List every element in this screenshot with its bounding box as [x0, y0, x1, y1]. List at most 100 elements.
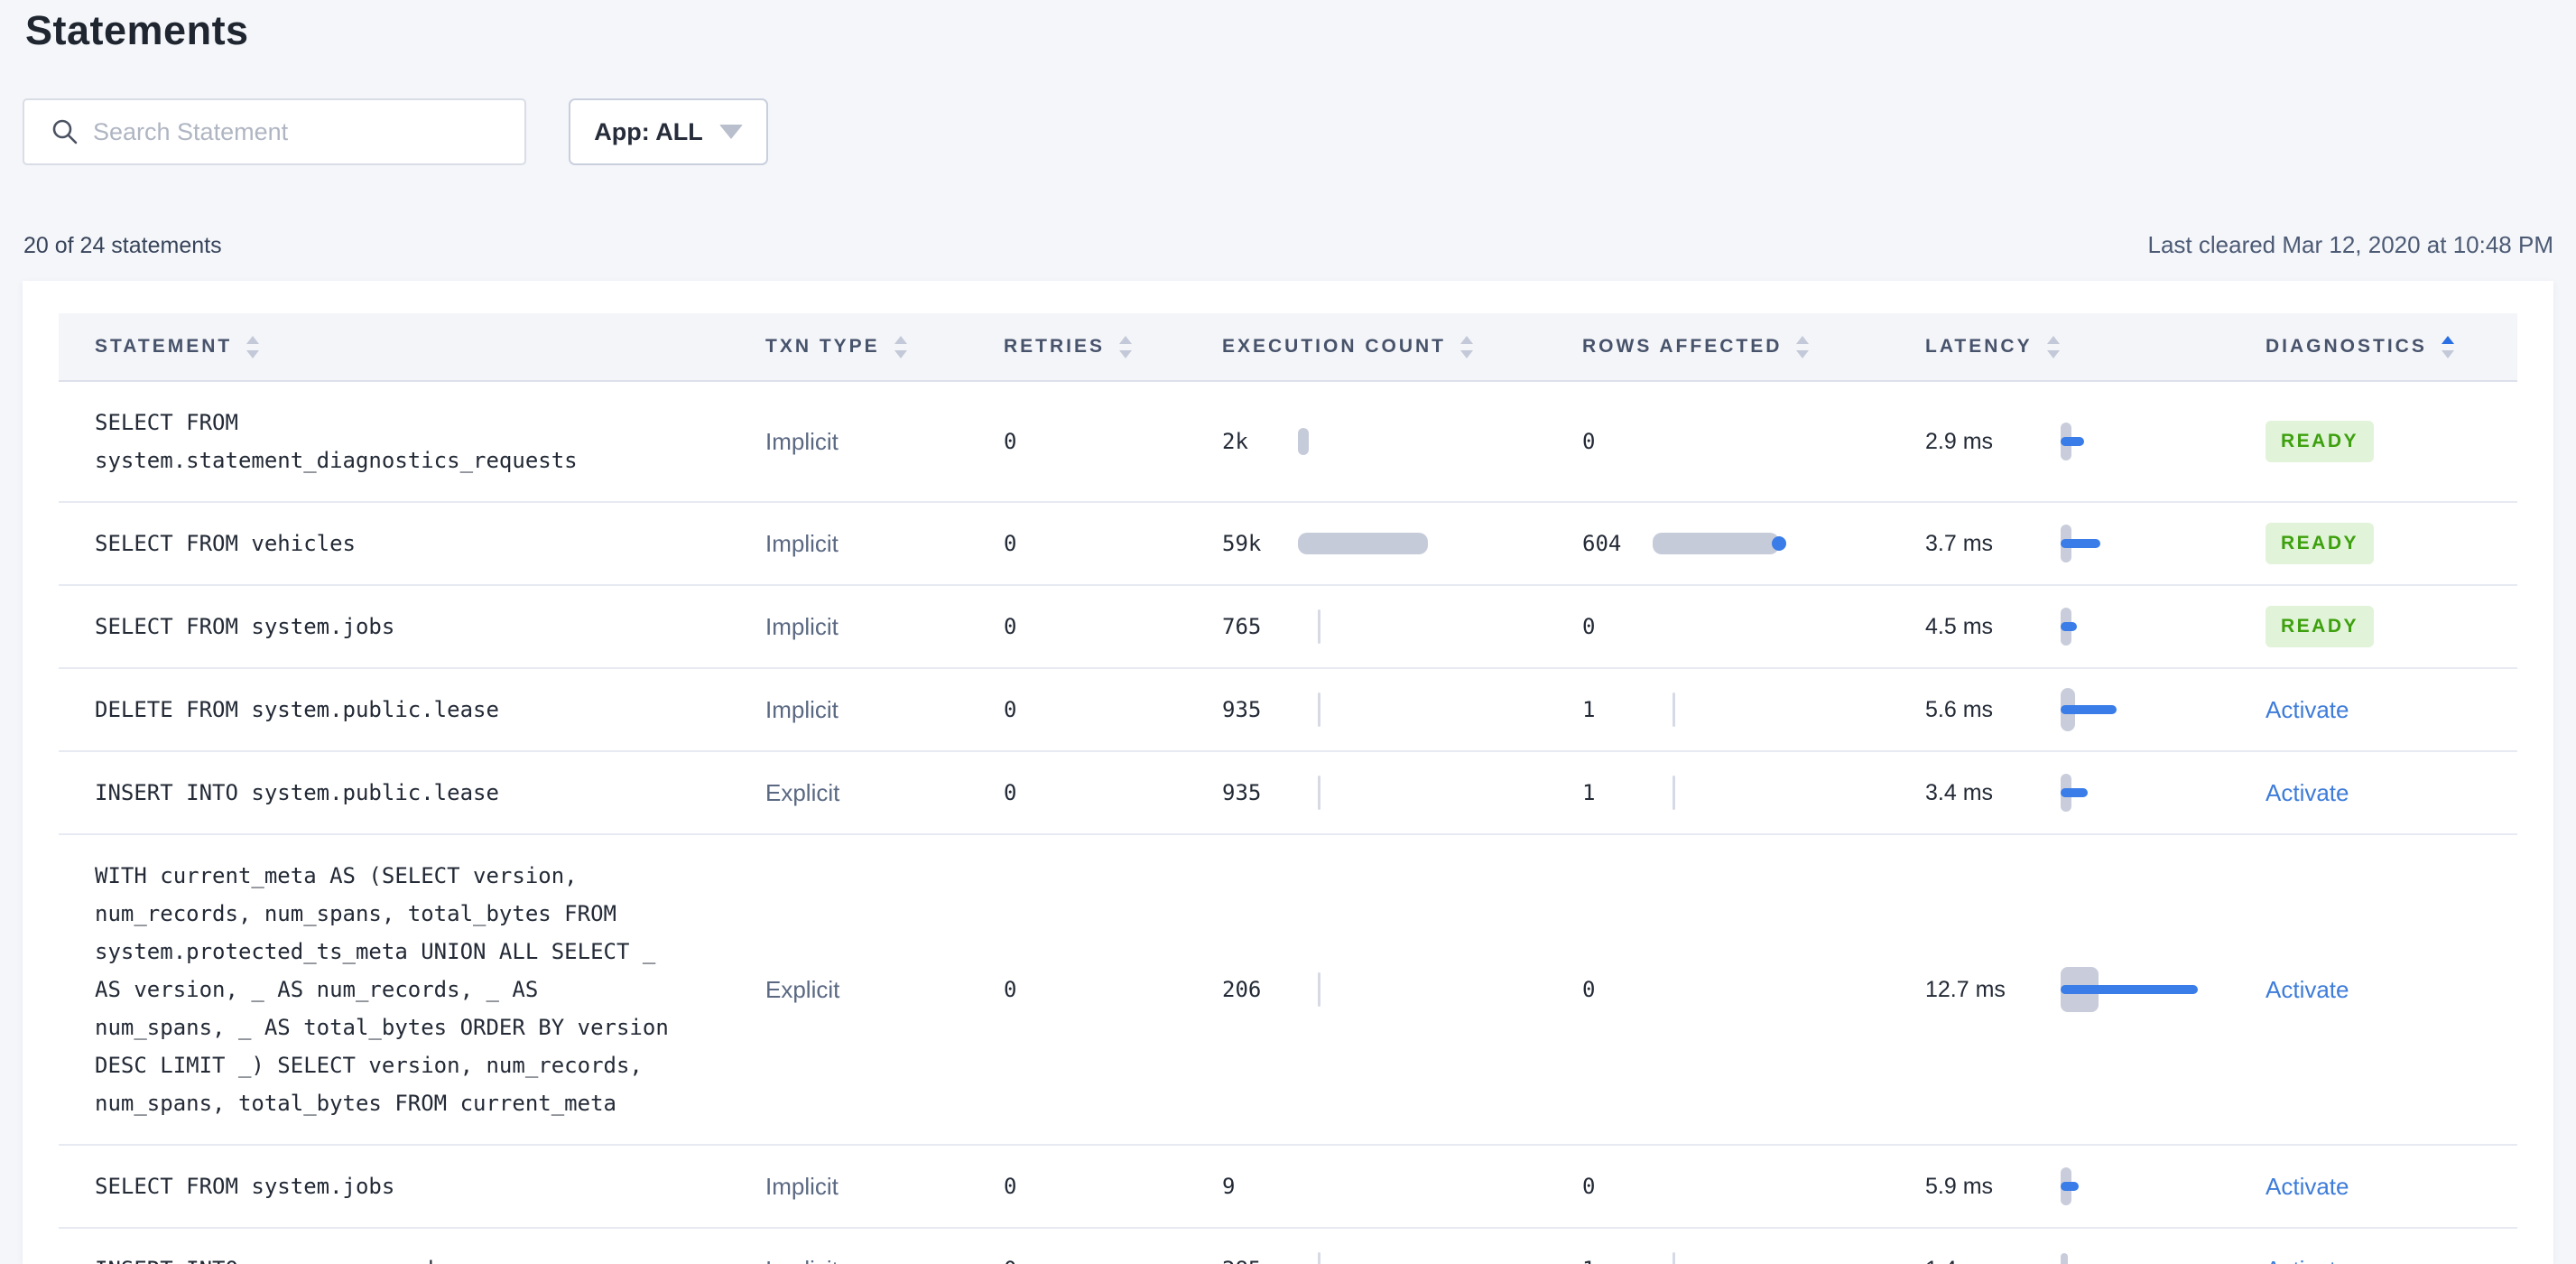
latency-value: 12.7 ms	[1925, 976, 2006, 1002]
diagnostics-cell: Activate	[2266, 1229, 2349, 1264]
latency-bar-group	[2061, 962, 2277, 1017]
table-row: SELECT FROM system.statement_diagnostics_…	[59, 382, 2517, 503]
table-row: DELETE FROM system.public.lease Implicit 0…	[59, 669, 2517, 752]
latency-bar-group	[2061, 1159, 2277, 1213]
chevron-down-icon	[718, 125, 743, 139]
diagnostics-ready-badge: READY	[2266, 523, 2375, 564]
bar-tick	[1318, 1252, 1320, 1264]
sql-text-line: INSERT INTO user_promo_codes	[95, 1250, 709, 1264]
column-header-txn-type[interactable]: TXN TYPE	[765, 313, 907, 380]
column-label: EXECUTION COUNT	[1222, 336, 1447, 357]
execution-count-value: 285	[1222, 1229, 1261, 1264]
latency-chart	[2061, 752, 2295, 833]
sql-text-line: AS version, _ AS num_records, _ AS	[95, 977, 539, 1002]
latency-bar-group	[2061, 683, 2277, 737]
statement-count: 20 of 24 statements	[23, 233, 222, 258]
execution-count-value: 2k	[1222, 429, 1248, 454]
sql-text-line: num_spans, total_bytes FROM current_meta	[95, 1091, 616, 1116]
sort-arrows-icon	[1796, 335, 1810, 358]
diagnostics-cell: Activate	[2266, 752, 2349, 833]
rows-affected-bar	[1653, 1229, 1675, 1264]
txn-type-value: Explicit	[765, 778, 840, 806]
txn-type-value: Implicit	[765, 427, 839, 455]
search-box[interactable]	[23, 98, 526, 165]
rows-affected-value: 1	[1582, 780, 1596, 805]
column-label: LATENCY	[1925, 336, 2033, 357]
txn-type-value: Implicit	[765, 1229, 839, 1264]
statement-link[interactable]: INSERT INTO user_promo_codes	[95, 1229, 709, 1264]
column-header-retries[interactable]: RETRIES	[1004, 313, 1133, 380]
diagnostics-cell: READY	[2266, 503, 2375, 584]
statement-link[interactable]: INSERT INTO system.public.lease	[95, 752, 709, 833]
latency-chart	[2061, 1146, 2295, 1227]
statement-link[interactable]: DELETE FROM system.public.lease	[95, 669, 709, 750]
column-header-execution-count[interactable]: EXECUTION COUNT	[1222, 313, 1474, 380]
latency-stddev-capsule	[2061, 1253, 2068, 1264]
sql-text-line: DELETE FROM system.public.lease	[95, 697, 499, 722]
execution-count-bar	[1298, 1229, 1320, 1264]
latency-mean-bar	[2061, 1182, 2079, 1191]
latency-chart	[2061, 503, 2295, 584]
activate-diagnostics-link[interactable]: Activate	[2266, 695, 2349, 723]
rows-affected-bar	[1653, 669, 1675, 750]
execution-count-value: 59k	[1222, 531, 1262, 556]
latency-chart	[2061, 669, 2295, 750]
latency-chart	[2061, 586, 2295, 667]
execution-count-bar	[1298, 382, 1309, 501]
activate-diagnostics-link[interactable]: Activate	[2266, 778, 2349, 806]
app-filter-dropdown[interactable]: App: ALL	[569, 98, 768, 165]
mean-dot	[1772, 536, 1786, 551]
column-header-rows-affected[interactable]: ROWS AFFECTED	[1582, 313, 1810, 380]
retries-value: 0	[1004, 780, 1017, 805]
retries-value: 0	[1004, 1229, 1016, 1264]
rows-affected-value: 0	[1582, 429, 1596, 454]
rows-affected-value: 1	[1582, 1229, 1595, 1264]
execution-count-bar	[1298, 669, 1320, 750]
bar	[1653, 533, 1779, 554]
execution-count-value: 206	[1222, 977, 1262, 1002]
execution-count-value: 765	[1222, 614, 1262, 639]
diagnostics-cell: Activate	[2266, 669, 2349, 750]
last-cleared-text: Last cleared Mar 12, 2020 at 10:48 PM	[2147, 231, 2554, 258]
latency-mean-bar	[2061, 622, 2077, 631]
latency-chart	[2061, 382, 2295, 501]
activate-diagnostics-link[interactable]: Activate	[2266, 1172, 2349, 1200]
table-body: SELECT FROM system.statement_diagnostics_…	[59, 382, 2517, 1264]
execution-count-value: 935	[1222, 780, 1262, 805]
search-icon	[50, 116, 80, 147]
rows-affected-value: 0	[1582, 977, 1596, 1002]
latency-value: 5.6 ms	[1925, 696, 1994, 722]
bar-tick	[1318, 972, 1320, 1007]
latency-value: 2.9 ms	[1925, 428, 1994, 454]
statement-link[interactable]: SELECT FROM system.statement_diagnostics_…	[95, 382, 709, 501]
diagnostics-ready-badge: READY	[2266, 421, 2375, 462]
column-label: STATEMENT	[95, 336, 233, 357]
rows-affected-bar	[1653, 752, 1675, 833]
activate-diagnostics-link[interactable]: Activate	[2266, 1256, 2349, 1264]
latency-mean-bar	[2061, 539, 2100, 548]
column-header-latency[interactable]: LATENCY	[1925, 313, 2060, 380]
retries-value: 0	[1004, 429, 1017, 454]
column-header-diagnostics[interactable]: DIAGNOSTICS	[2266, 313, 2454, 380]
latency-value: 5.9 ms	[1925, 1173, 1994, 1199]
sort-arrows-icon	[1460, 335, 1474, 358]
sql-text-line: SELECT FROM vehicles	[95, 531, 356, 556]
rows-affected-value: 604	[1582, 531, 1622, 556]
statement-link[interactable]: SELECT FROM vehicles	[95, 503, 709, 584]
app-filter-label: App: ALL	[594, 117, 703, 145]
column-label: DIAGNOSTICS	[2266, 336, 2427, 357]
search-input[interactable]	[93, 117, 506, 146]
txn-type-value: Implicit	[765, 1172, 839, 1200]
statement-link[interactable]: WITH current_meta AS (SELECT version, num…	[95, 835, 709, 1144]
sort-arrows-icon	[246, 335, 260, 358]
diagnostics-ready-badge: READY	[2266, 606, 2375, 647]
statement-link[interactable]: SELECT FROM system.jobs	[95, 586, 709, 667]
table-row: SELECT FROM system.jobs Implicit 0 765 0 4.5 …	[59, 586, 2517, 669]
statement-link[interactable]: SELECT FROM system.jobs	[95, 1146, 709, 1227]
column-header-statement[interactable]: STATEMENT	[95, 313, 260, 380]
diagnostics-cell: Activate	[2266, 1146, 2349, 1227]
activate-diagnostics-link[interactable]: Activate	[2266, 975, 2349, 1003]
latency-value: 1.4 ms	[1925, 1229, 1993, 1264]
diagnostics-cell: READY	[2266, 382, 2375, 501]
latency-mean-bar	[2061, 437, 2084, 446]
